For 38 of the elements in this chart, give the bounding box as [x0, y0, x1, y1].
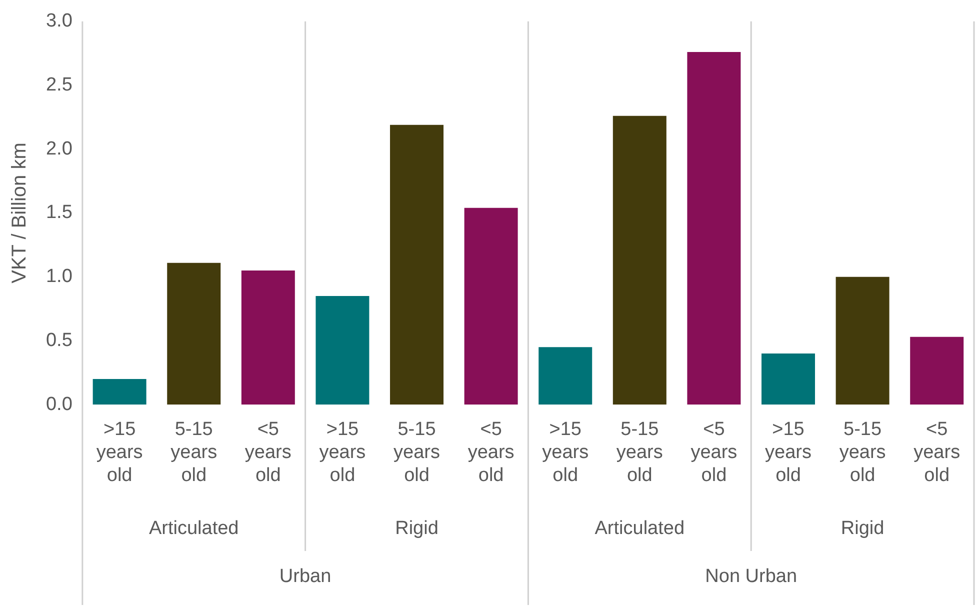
bar: [167, 262, 221, 405]
bar: [687, 52, 741, 405]
bar: [762, 354, 815, 405]
y-tick-label: 3.0: [46, 10, 72, 32]
y-axis-title: VKT / Billion km: [8, 142, 31, 284]
y-tick-label: 1.5: [46, 202, 72, 224]
text: Urban: [279, 566, 332, 588]
x-tick-label: 5-15 years old: [839, 419, 886, 486]
x-tick-label: >15 years old: [319, 419, 366, 486]
text: Rigid: [840, 518, 884, 540]
x-tick-label: 5-15 years old: [170, 419, 218, 486]
text: Non Urban: [705, 566, 798, 588]
bar: [538, 347, 592, 405]
y-tick-label: 0.0: [46, 394, 72, 415]
bar: [464, 208, 518, 405]
text: Articulated: [594, 518, 685, 540]
bar: [316, 296, 370, 405]
x-tick-label: <5 years old: [690, 419, 738, 486]
y-tick-label: 0.5: [46, 330, 72, 351]
bar: [612, 116, 666, 405]
y-tick-label: 2.0: [46, 138, 72, 160]
x-tick-label: <5 years old: [468, 419, 514, 486]
x-tick-label: <5 years old: [244, 419, 292, 486]
text: Rigid: [395, 518, 438, 540]
y-tick-label: 1.0: [46, 266, 72, 288]
bar: [241, 270, 295, 405]
y-tick-label: 2.5: [46, 74, 72, 96]
bar: [836, 276, 890, 405]
bar: [92, 379, 146, 405]
x-tick-label: >15 years old: [765, 419, 812, 486]
x-tick-label: >15 years old: [96, 419, 143, 486]
bar: [390, 124, 444, 405]
x-tick-label: 5-15 years old: [394, 419, 440, 486]
bar: [910, 336, 964, 405]
text: Articulated: [148, 518, 239, 540]
x-tick-label: 5-15 years old: [616, 419, 663, 486]
x-tick-label: >15 years old: [542, 419, 589, 486]
x-tick-label: <5 years old: [914, 419, 960, 486]
